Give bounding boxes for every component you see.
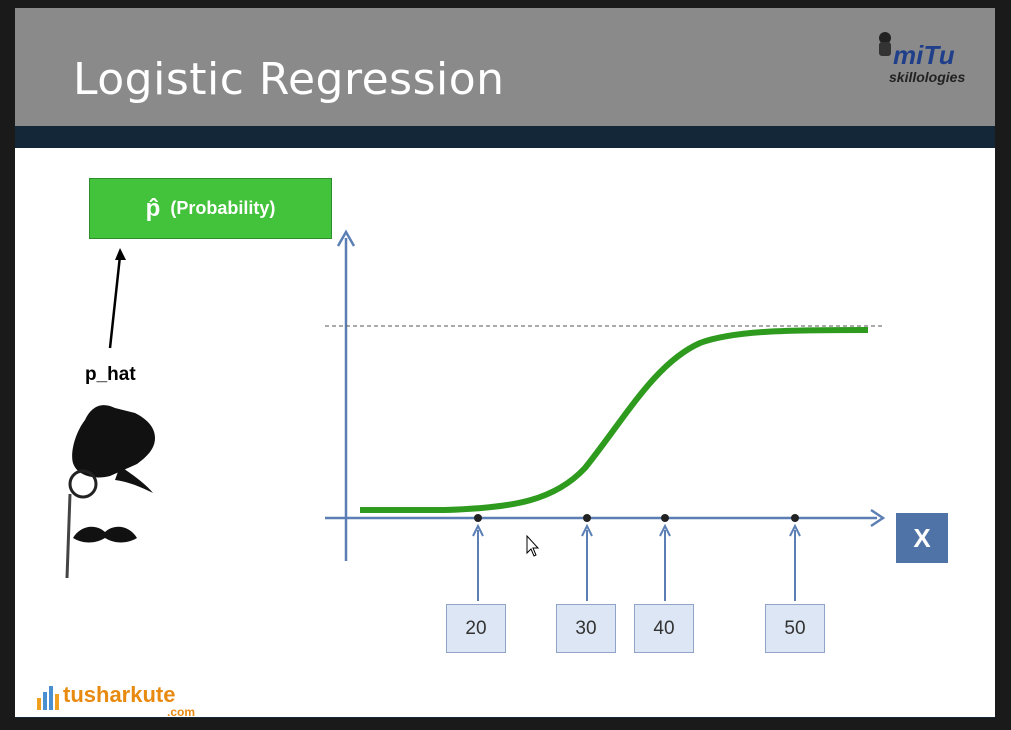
title-bar: Logistic Regression miTu skillologies [15,8,995,126]
slide: Logistic Regression miTu skillologies p̂… [15,8,995,718]
logistic-curve-diagram [65,229,886,601]
p-hat-symbol: p̂ [145,194,161,222]
x-axis-arrowhead [870,508,886,528]
mitu-logo: miTu skillologies [865,22,983,92]
brand-logo: tusharkute .com [37,680,217,718]
title-divider [15,126,995,148]
x-marker-30 [581,514,593,601]
logo-icon: miTu skillologies [879,32,965,85]
brand-name: tusharkute [63,682,175,707]
x-value-box-30: 30 [556,604,616,653]
logo-sub: skillologies [889,69,965,85]
sigmoid-curve [360,327,869,513]
slide-title: Logistic Regression [73,54,505,105]
logo-main: miTu [893,40,955,70]
mouse-cursor-icon [526,534,540,557]
probability-box: p̂ (Probability) [89,178,332,239]
y-axis-arrowhead [336,229,356,247]
brand-suffix: .com [167,705,195,718]
x-value-box-20: 20 [446,604,506,653]
p-hat-arrowhead [115,248,126,260]
probability-label: (Probability) [170,198,276,218]
p-hat-arrow [108,255,122,349]
x-axis-label-box: X [896,513,948,563]
top-hat-monocle-mustache-icon [65,405,155,579]
x-marker-40 [659,514,671,601]
x-value-box-50: 50 [765,604,825,653]
p-hat-label: p_hat [85,364,136,385]
x-value-box-40: 40 [634,604,694,653]
brand-bars-icon: tusharkute .com [37,682,195,718]
bottom-bar [15,717,995,718]
x-marker-50 [789,514,801,601]
x-marker-20 [472,514,484,601]
